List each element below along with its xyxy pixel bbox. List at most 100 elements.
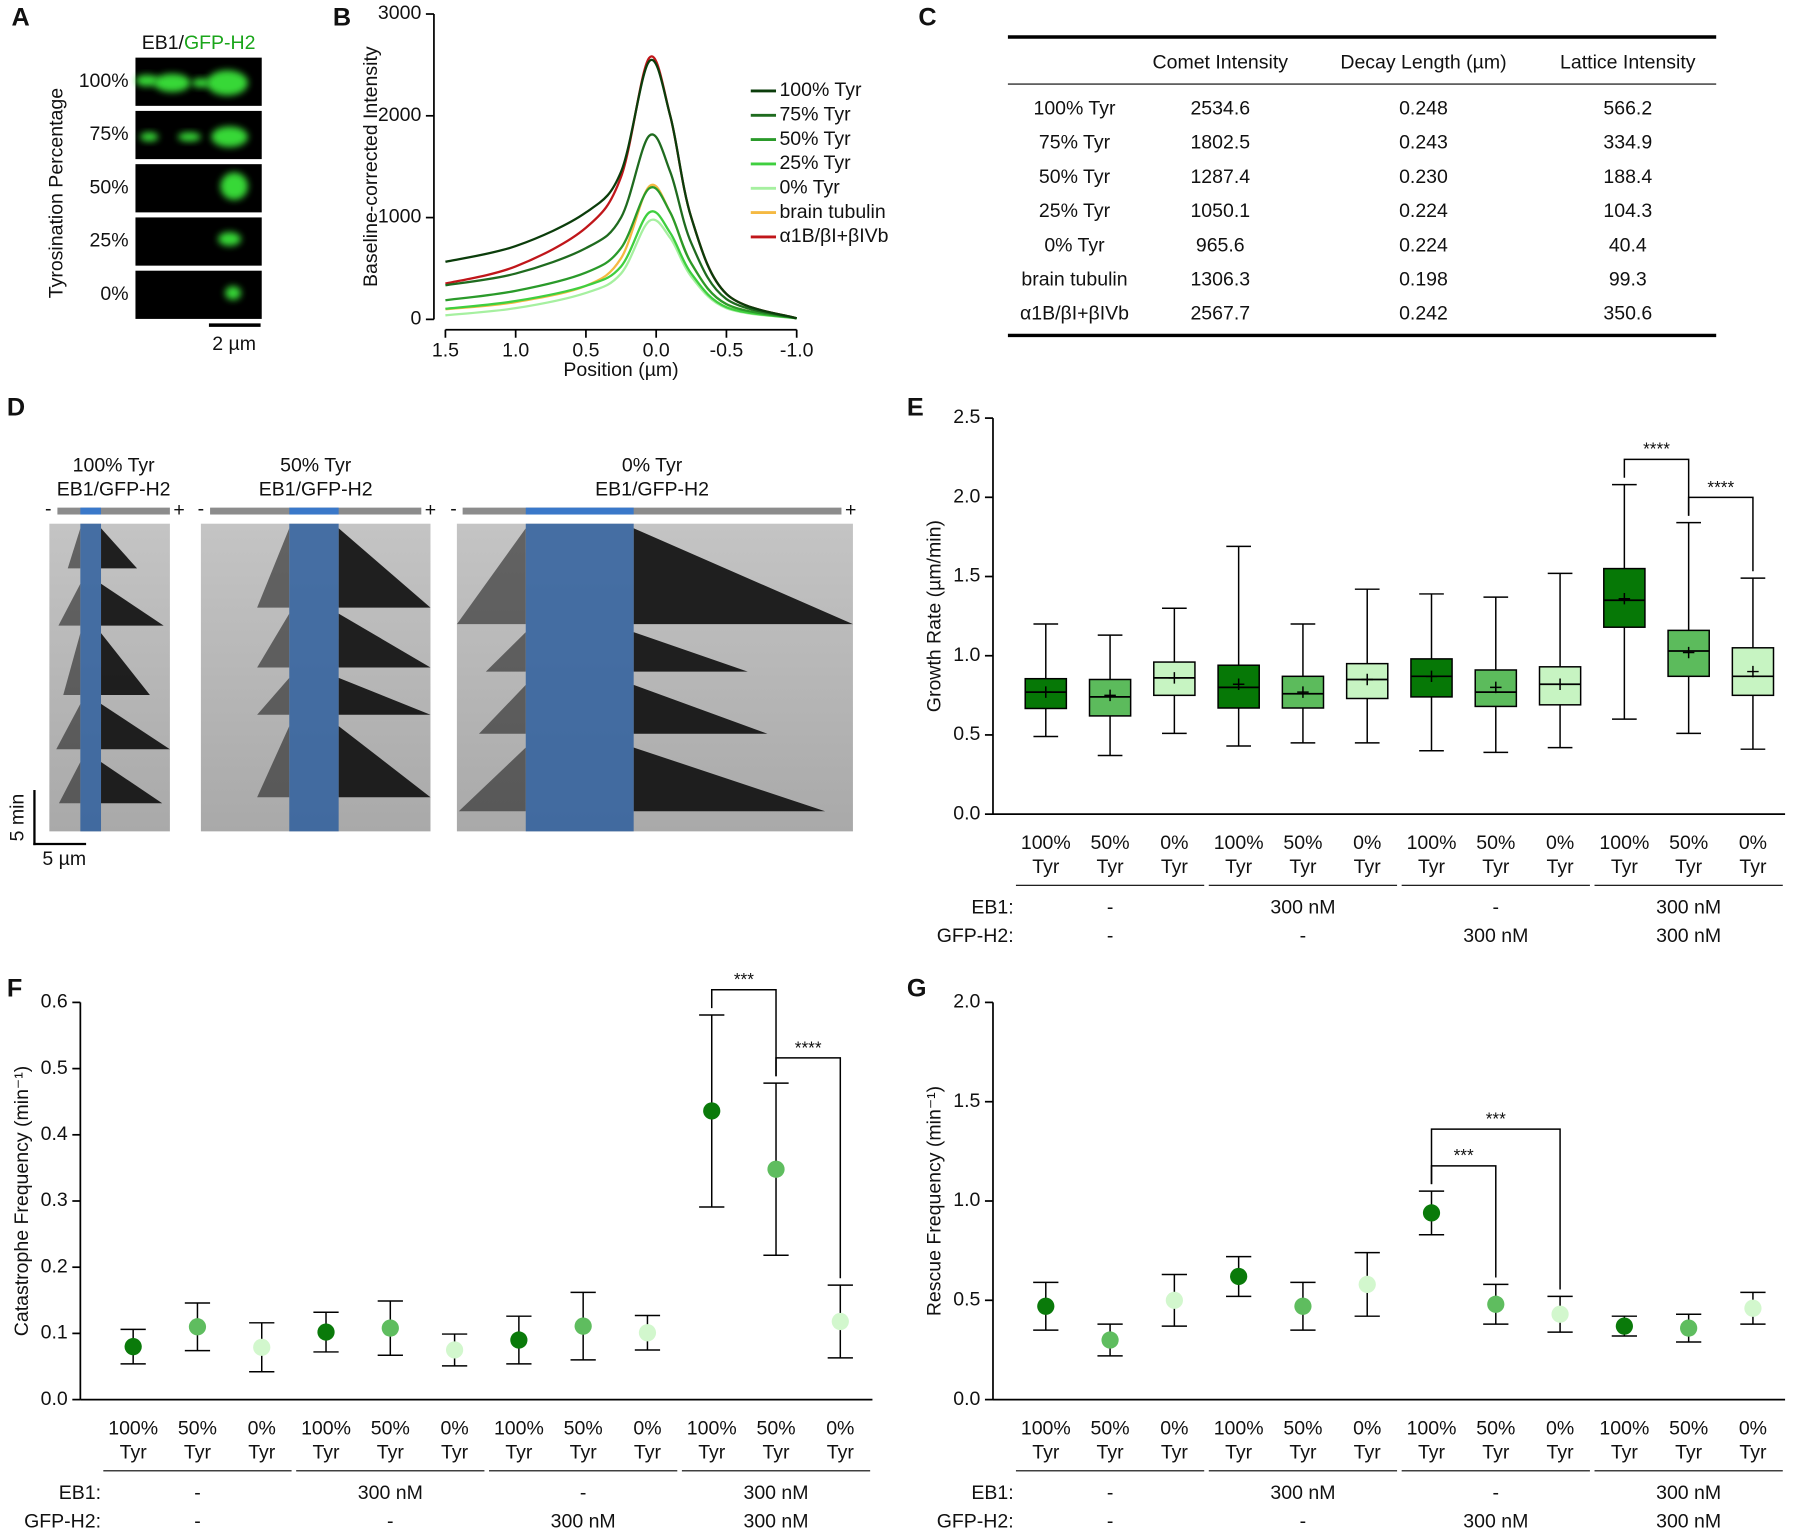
x-tick-label: 1.0 — [502, 340, 529, 362]
x-tick-label: 100% — [108, 1418, 158, 1440]
box-mean — [1747, 665, 1759, 678]
significance-bracket — [1623, 458, 1690, 516]
y-tick-label: 0.0 — [953, 802, 980, 824]
comet-signal — [206, 70, 248, 96]
comet-signal — [191, 78, 211, 88]
x-tick-label: Tyr — [698, 1442, 726, 1464]
condition-value: 300 nM — [1270, 1482, 1335, 1504]
x-tick-label: 50% — [1283, 832, 1322, 854]
x-tick-label: Tyr — [1611, 856, 1639, 878]
x-tick-label: Tyr — [827, 1442, 855, 1464]
condition-label: GFP-H2: — [937, 925, 1014, 947]
data-point — [1680, 1319, 1698, 1337]
y-tick-label: 0.5 — [953, 1288, 980, 1310]
x-tick-label: 0.5 — [572, 340, 599, 362]
x-tick-label: Tyr — [1354, 856, 1382, 878]
table-cell: 188.4 — [1603, 166, 1652, 188]
condition-value: 300 nM — [1463, 1511, 1528, 1533]
x-tick-label: 0% — [1160, 1418, 1188, 1440]
legend-label: 0% Tyr — [779, 176, 840, 198]
table-cell: 1802.5 — [1190, 132, 1250, 154]
x-tick-label: 0% — [1739, 1418, 1767, 1440]
minus-end: - — [45, 498, 52, 520]
table-cell: 350.6 — [1603, 303, 1652, 325]
seed-bar-blue — [289, 507, 339, 515]
x-tick-label: Tyr — [1611, 1442, 1639, 1464]
x-tick-label: 50% — [178, 1418, 217, 1440]
box-mean — [1104, 689, 1116, 702]
data-point — [767, 1160, 785, 1178]
length-scale-label: 5 µm — [42, 848, 86, 870]
x-tick-label: 0% — [633, 1418, 661, 1440]
significance-bracket — [1430, 1165, 1497, 1278]
condition-value: 300 nM — [1656, 925, 1721, 947]
table-cell: 0.224 — [1399, 234, 1448, 256]
growth-event — [633, 747, 826, 812]
significance-bracket — [775, 1057, 842, 1279]
box — [1538, 666, 1582, 706]
y-axis-label: Tyrosination Percentage — [46, 88, 68, 298]
table-cell: 100% Tyr — [1033, 97, 1116, 119]
box-mean — [1232, 678, 1245, 690]
x-tick-label: 100% — [494, 1418, 544, 1440]
x-tick-label: Tyr — [1097, 1442, 1125, 1464]
kymo-title: 0% Tyr — [622, 454, 683, 476]
box — [1603, 567, 1646, 628]
x-tick-label: Tyr — [184, 1442, 212, 1464]
x-tick-label: 100% — [1599, 1418, 1649, 1440]
condition-value: 300 nM — [551, 1511, 616, 1533]
x-tick-label: 50% — [371, 1418, 410, 1440]
table-cell: 566.2 — [1603, 97, 1652, 119]
condition-value: - — [1300, 925, 1307, 947]
comet-signal — [218, 232, 242, 246]
table-cell: 1050.1 — [1190, 200, 1250, 222]
x-tick-label: 0% — [1353, 832, 1381, 854]
minus-end: - — [450, 498, 457, 520]
x-tick-label: Tyr — [312, 1442, 340, 1464]
data-point — [1037, 1297, 1055, 1315]
table-cell: 99.3 — [1609, 268, 1647, 290]
x-tick-label: Tyr — [120, 1442, 148, 1464]
x-tick-label: 100% — [1599, 832, 1649, 854]
x-tick-label: 100% — [1021, 832, 1071, 854]
line-series — [445, 186, 797, 320]
x-tick-label: Tyr — [1418, 1442, 1446, 1464]
x-tick-label: Tyr — [1161, 1442, 1189, 1464]
y-tick-label: 0 — [410, 308, 421, 330]
box-mean — [1168, 672, 1181, 684]
minus-end: - — [198, 498, 205, 520]
data-point — [1294, 1297, 1312, 1315]
legend-label: brain tubulin — [779, 201, 885, 223]
x-tick-label: Tyr — [1354, 1442, 1382, 1464]
line-series — [445, 133, 797, 320]
plus-end: + — [845, 499, 856, 521]
seed-bar-blue — [525, 507, 634, 515]
table-cell: brain tubulin — [1021, 268, 1127, 290]
x-tick-label: 100% — [301, 1418, 351, 1440]
row-label: 100% — [79, 70, 129, 92]
x-tick-label: Tyr — [1225, 856, 1253, 878]
condition-label: EB1: — [971, 896, 1013, 918]
x-tick-label: Tyr — [1739, 1442, 1767, 1464]
comet-signal — [225, 286, 242, 300]
box-mean — [1361, 673, 1373, 686]
x-tick-label: 50% — [1476, 832, 1515, 854]
condition-value: - — [1107, 1511, 1114, 1533]
table-cell: 50% Tyr — [1039, 166, 1111, 188]
growth-event-minus — [456, 528, 526, 625]
box-mean — [1618, 592, 1631, 605]
x-tick-label: Tyr — [1289, 856, 1317, 878]
table-cell: 0.230 — [1399, 166, 1448, 188]
kymo-title: 100% Tyr — [73, 454, 156, 476]
scale-label: 2 µm — [212, 333, 256, 355]
table-header: Decay Length (µm) — [1340, 52, 1506, 74]
panel-label: F — [7, 974, 22, 1002]
data-point — [124, 1338, 142, 1356]
y-tick-label: 0.4 — [41, 1123, 68, 1145]
table-cell: 0.224 — [1399, 200, 1448, 222]
growth-event — [633, 528, 853, 625]
time-scale-label: 5 min — [7, 794, 29, 842]
table-cell: 1287.4 — [1190, 166, 1250, 188]
significance-bracket — [710, 988, 777, 1077]
table-header: Comet Intensity — [1153, 52, 1289, 74]
